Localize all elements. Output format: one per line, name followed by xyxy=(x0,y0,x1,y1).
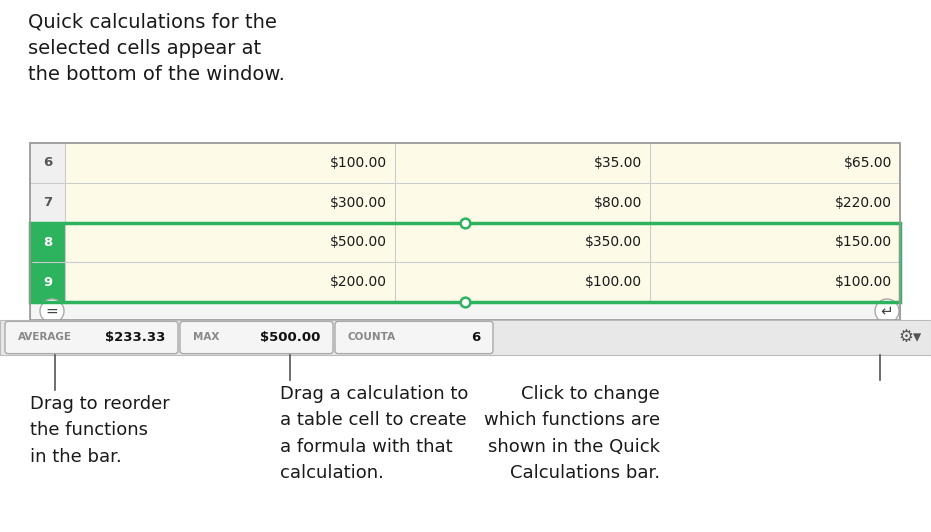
Bar xyxy=(30,262,65,302)
Bar xyxy=(30,222,65,262)
Text: 6: 6 xyxy=(471,331,480,344)
Text: 7: 7 xyxy=(43,196,52,209)
Bar xyxy=(30,143,900,302)
Bar xyxy=(30,302,900,320)
Text: $35.00: $35.00 xyxy=(594,156,642,170)
Text: COUNTA: COUNTA xyxy=(348,332,396,343)
Text: $350.00: $350.00 xyxy=(585,235,642,250)
FancyBboxPatch shape xyxy=(180,321,333,354)
Text: $100.00: $100.00 xyxy=(835,275,892,289)
Text: ⚙▾: ⚙▾ xyxy=(898,328,922,346)
Text: $100.00: $100.00 xyxy=(585,275,642,289)
Bar xyxy=(650,143,900,183)
Text: Quick calculations for the
selected cells appear at
the bottom of the window.: Quick calculations for the selected cell… xyxy=(28,12,285,84)
Bar xyxy=(30,143,900,302)
Bar xyxy=(650,262,900,302)
Bar xyxy=(65,183,395,222)
Bar xyxy=(650,222,900,262)
Bar xyxy=(395,143,650,183)
Text: $220.00: $220.00 xyxy=(835,196,892,210)
Text: Drag a calculation to
a table cell to create
a formula with that
calculation.: Drag a calculation to a table cell to cr… xyxy=(280,385,468,482)
Bar xyxy=(65,143,395,183)
Text: $80.00: $80.00 xyxy=(594,196,642,210)
Circle shape xyxy=(40,299,64,323)
Bar xyxy=(30,143,900,320)
Text: MAX: MAX xyxy=(193,332,220,343)
Text: $150.00: $150.00 xyxy=(835,235,892,250)
Text: 8: 8 xyxy=(43,236,52,249)
Text: =: = xyxy=(46,303,59,319)
Text: 6: 6 xyxy=(43,156,52,169)
Bar xyxy=(650,183,900,222)
Text: $233.33: $233.33 xyxy=(104,331,165,344)
Bar xyxy=(30,183,65,222)
Text: 9: 9 xyxy=(43,276,52,289)
Bar xyxy=(0,320,931,355)
Bar xyxy=(65,222,395,262)
Text: $100.00: $100.00 xyxy=(330,156,387,170)
Bar xyxy=(30,143,65,183)
Circle shape xyxy=(875,299,899,323)
Text: $500.00: $500.00 xyxy=(330,235,387,250)
Text: $300.00: $300.00 xyxy=(330,196,387,210)
Text: Drag to reorder
the functions
in the bar.: Drag to reorder the functions in the bar… xyxy=(30,395,169,466)
Bar xyxy=(395,262,650,302)
Text: $500.00: $500.00 xyxy=(260,331,320,344)
Text: $65.00: $65.00 xyxy=(843,156,892,170)
FancyBboxPatch shape xyxy=(335,321,493,354)
Bar xyxy=(65,262,395,302)
Text: AVERAGE: AVERAGE xyxy=(18,332,72,343)
Bar xyxy=(395,222,650,262)
Text: $200.00: $200.00 xyxy=(330,275,387,289)
Text: Click to change
which functions are
shown in the Quick
Calculations bar.: Click to change which functions are show… xyxy=(484,385,660,482)
Bar xyxy=(30,222,900,302)
Text: ↵: ↵ xyxy=(881,303,894,319)
Bar xyxy=(395,183,650,222)
FancyBboxPatch shape xyxy=(5,321,178,354)
